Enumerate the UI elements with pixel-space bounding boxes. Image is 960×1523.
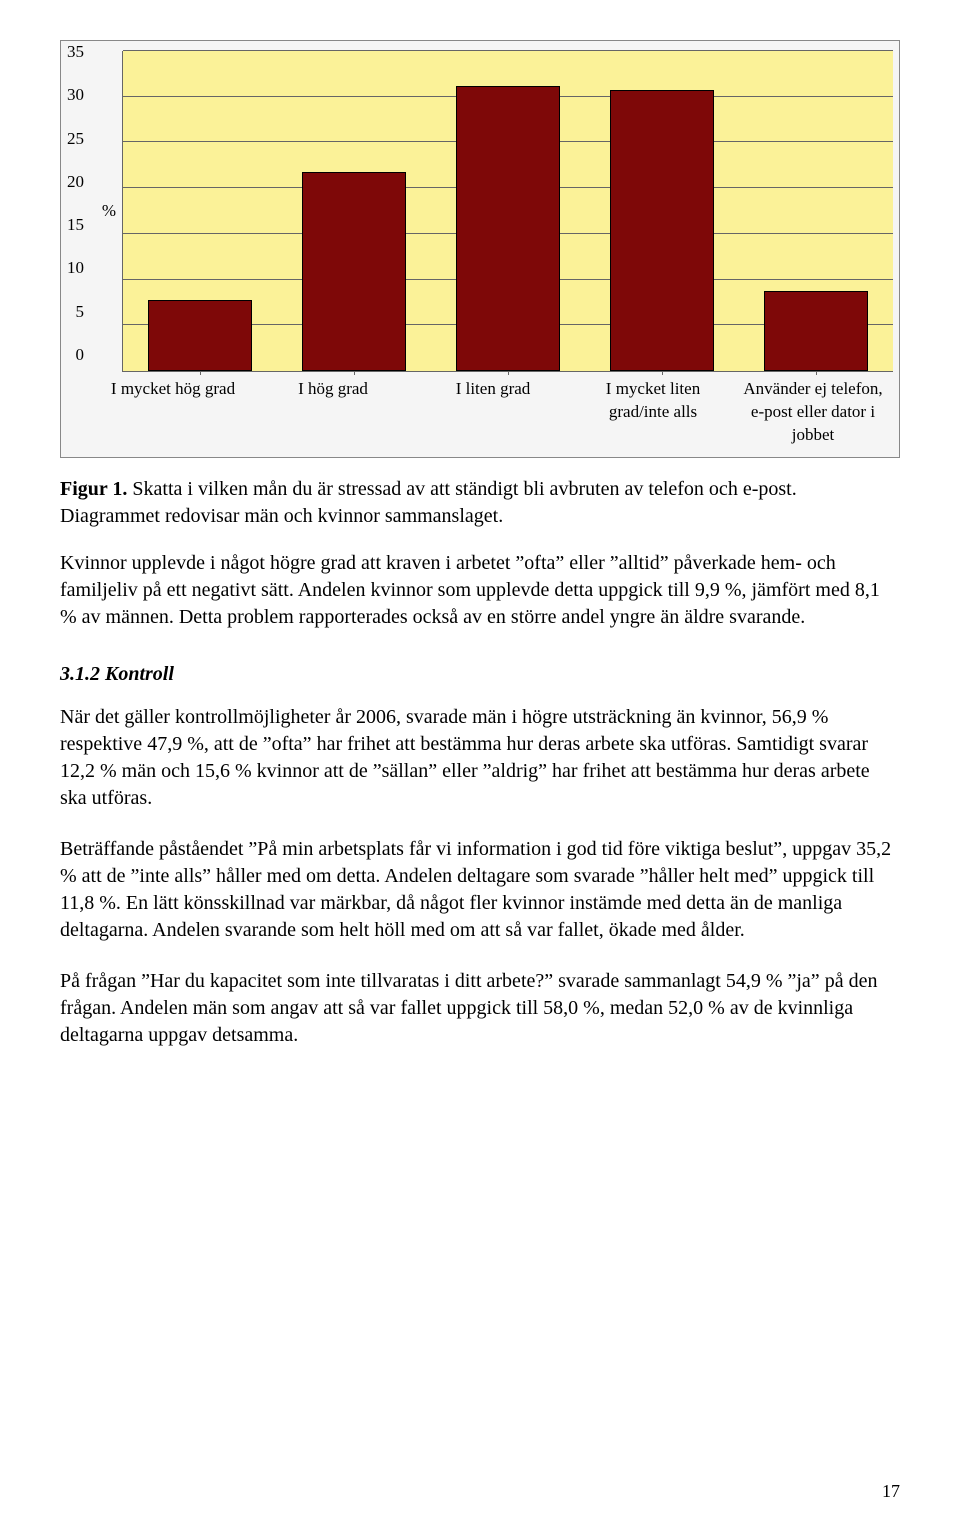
x-label: I mycket hög grad: [93, 372, 253, 447]
x-label: I mycket liten grad/inte alls: [573, 372, 733, 447]
paragraph-2: När det gäller kontrollmöjligheter år 20…: [60, 704, 900, 812]
plot-area: [122, 51, 893, 372]
bar-slot: [123, 51, 277, 371]
bar-slot: [431, 51, 585, 371]
y-tick: 5: [76, 303, 85, 320]
bar: [610, 90, 714, 371]
bar: [764, 291, 868, 371]
x-label: I liten grad: [413, 372, 573, 447]
bar: [302, 172, 406, 371]
figure-caption: Figur 1. Skatta i vilken mån du är stres…: [60, 476, 900, 530]
page-number: 17: [882, 1479, 900, 1503]
x-axis-labels: I mycket hög gradI hög gradI liten gradI…: [93, 372, 893, 457]
bar-chart: 35 30 25 20 15 10 5 0 % I mycket hög gradI hög …: [60, 40, 900, 458]
figure-label: Figur 1.: [60, 478, 127, 500]
bars-container: [123, 51, 893, 371]
paragraph-4: På frågan ”Har du kapacitet som inte til…: [60, 968, 900, 1049]
y-tick: 25: [67, 130, 84, 147]
y-tick: 30: [67, 86, 84, 103]
y-tick: 15: [67, 216, 84, 233]
figure-caption-text: Skatta i vilken mån du är stressad av at…: [60, 478, 797, 527]
paragraph-3: Beträffande påståendet ”På min arbetspla…: [60, 836, 900, 944]
bar: [148, 300, 252, 371]
y-tick: 10: [67, 259, 84, 276]
bar: [456, 86, 560, 371]
paragraph-1: Kvinnor upplevde i något högre grad att …: [60, 550, 900, 631]
y-tick: 20: [67, 173, 84, 190]
bar-slot: [277, 51, 431, 371]
x-label: Använder ej telefon, e-post eller dator …: [733, 372, 893, 447]
bar-slot: [739, 51, 893, 371]
y-tick: 35: [67, 43, 84, 60]
x-label: I hög grad: [253, 372, 413, 447]
y-tick: 0: [76, 346, 85, 363]
plot-outer: 35 30 25 20 15 10 5 0 %: [61, 41, 899, 372]
bar-slot: [585, 51, 739, 371]
y-axis: 35 30 25 20 15 10 5 0: [67, 43, 90, 363]
section-heading: 3.1.2 Kontroll: [60, 661, 900, 688]
y-axis-label: %: [90, 200, 122, 223]
